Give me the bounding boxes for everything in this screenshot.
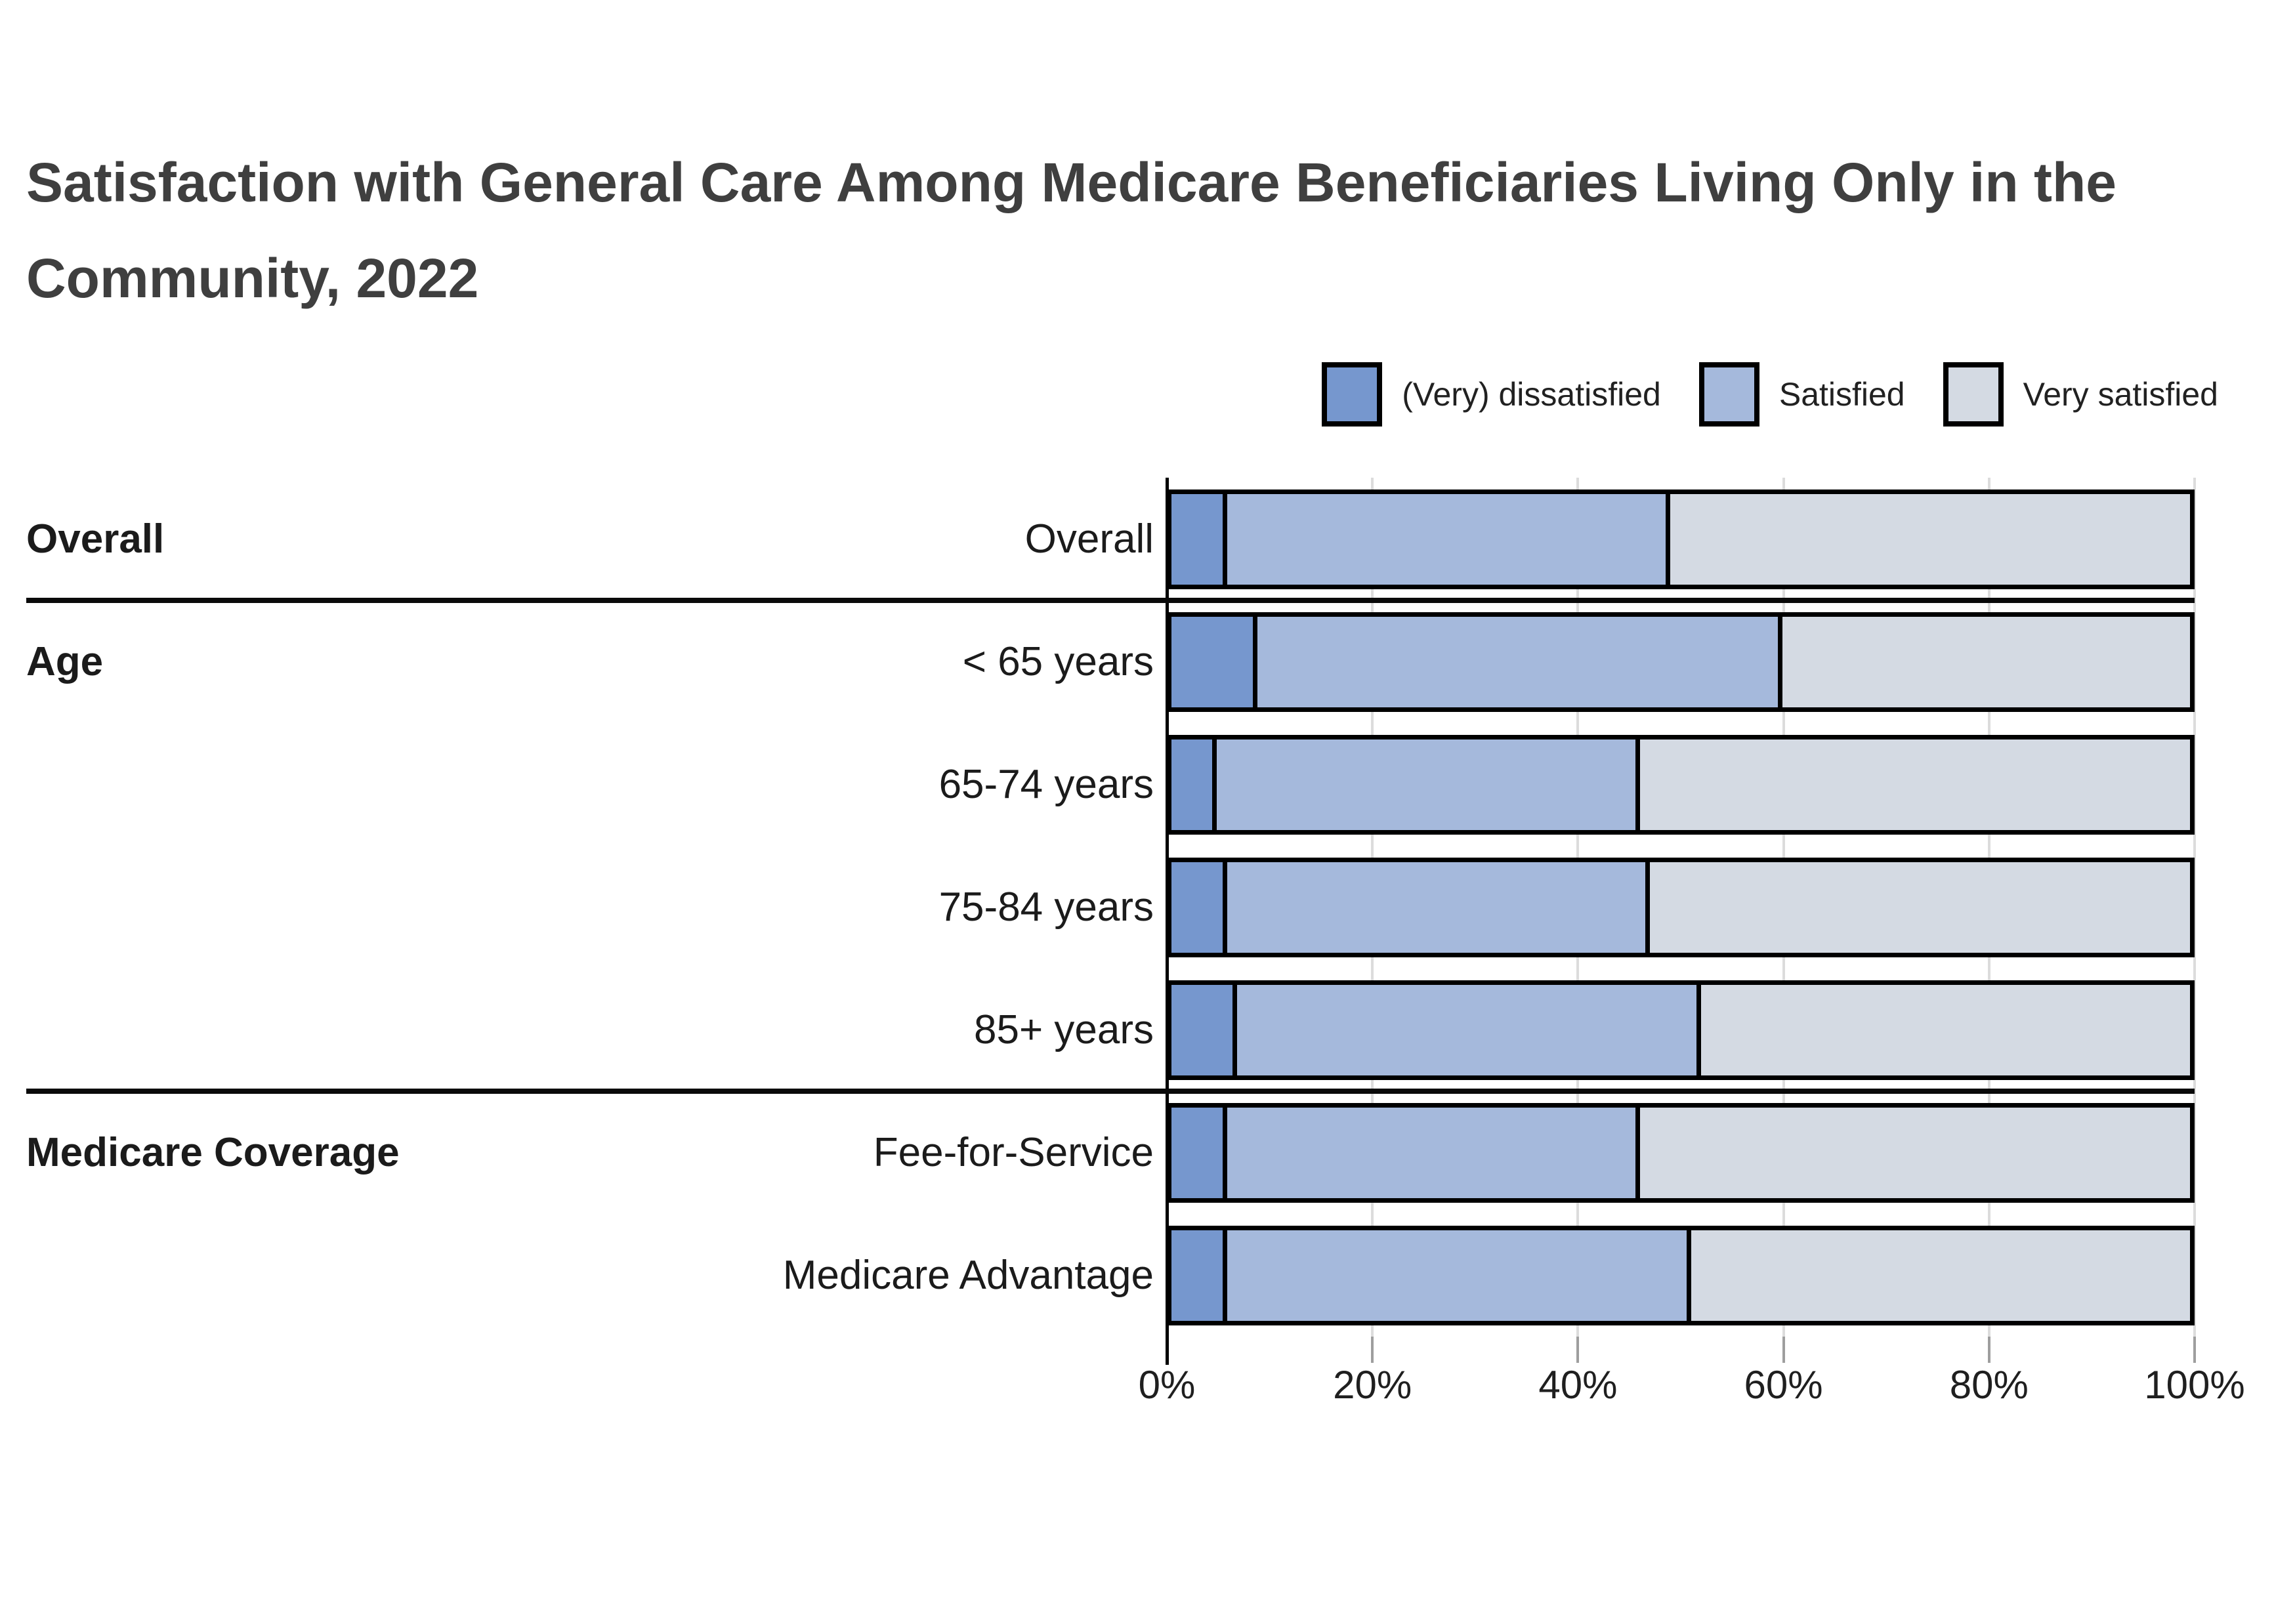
segment-very-satisfied [1691, 1230, 2190, 1321]
bar-row-85-years [1167, 980, 2195, 1080]
legend-swatch-satisfied [1698, 362, 1759, 427]
legend-label: Very satisfied [2023, 376, 2218, 413]
segment-very-dissatisfied [1171, 1230, 1223, 1321]
axis-tick-label-40: 40% [1538, 1363, 1618, 1407]
segment-very-satisfied [1670, 494, 2190, 585]
segment-very-satisfied [1639, 739, 2190, 830]
segment-satisfied [1212, 739, 1640, 830]
legend-item-very-dissatisfied: (Very) dissatisfied [1322, 362, 1661, 427]
segment-very-satisfied [1639, 1108, 2190, 1198]
bar-row-fee-for-service [1167, 1103, 2195, 1203]
segment-very-dissatisfied [1171, 739, 1213, 830]
group-label-medicare-coverage: Medicare Coverage [26, 1130, 400, 1175]
legend-swatch-very-dissatisfied [1322, 362, 1383, 427]
row-label-75-84-years: 75-84 years [938, 885, 1154, 930]
legend-swatch-very-satisfied [1943, 362, 2004, 427]
group-divider [26, 598, 2195, 603]
axis-tick-40 [1576, 1337, 1580, 1363]
segment-satisfied [1232, 985, 1702, 1075]
segment-very-dissatisfied [1171, 1108, 1223, 1198]
axis-tick-80 [1987, 1337, 1990, 1363]
axis-tick-label-80: 80% [1949, 1363, 2029, 1407]
axis-tick-60 [1782, 1337, 1785, 1363]
bar-row-75-84-years [1167, 858, 2195, 957]
segment-very-dissatisfied [1171, 862, 1223, 953]
segment-very-dissatisfied [1171, 494, 1223, 585]
axis-tick-100 [2193, 1337, 2196, 1363]
row-label-65-years: < 65 years [962, 639, 1154, 684]
legend-label: Satisfied [1779, 376, 1905, 413]
group-label-age: Age [26, 639, 104, 684]
row-label-overall: Overall [1024, 516, 1154, 562]
segment-very-satisfied [1701, 985, 2190, 1075]
axis-tick-label-0: 0% [1138, 1363, 1196, 1407]
bar-row-65-years [1167, 612, 2195, 712]
legend-label: (Very) dissatisfied [1402, 376, 1661, 413]
axis-tick-label-100: 100% [2144, 1363, 2245, 1407]
row-label-fee-for-service: Fee-for-Service [873, 1130, 1154, 1175]
segment-very-satisfied [1782, 617, 2190, 707]
bar-row-overall [1167, 489, 2195, 589]
gridline-100 [2193, 478, 2196, 1337]
segment-very-satisfied [1650, 862, 2190, 953]
segment-very-dissatisfied [1171, 985, 1233, 1075]
group-label-overall: Overall [26, 516, 165, 562]
axis-tick-label-20: 20% [1333, 1363, 1412, 1407]
legend-item-very-satisfied: Very satisfied [1943, 362, 2218, 427]
row-label-medicare-advantage: Medicare Advantage [782, 1253, 1154, 1298]
segment-satisfied [1222, 1230, 1691, 1321]
plot-area [1166, 478, 2196, 1365]
bar-row-medicare-advantage [1167, 1226, 2195, 1325]
axis-tick-label-60: 60% [1744, 1363, 1823, 1407]
segment-very-dissatisfied [1171, 617, 1253, 707]
legend: (Very) dissatisfied Satisfied Very satisfi… [1322, 362, 2218, 427]
row-label-65-74-years: 65-74 years [938, 762, 1154, 807]
group-divider [26, 1089, 2195, 1094]
segment-satisfied [1222, 862, 1651, 953]
bar-row-65-74-years [1167, 735, 2195, 835]
segment-satisfied [1222, 494, 1671, 585]
segment-satisfied [1222, 1108, 1640, 1198]
axis-tick-20 [1371, 1337, 1374, 1363]
legend-item-satisfied: Satisfied [1698, 362, 1905, 427]
chart-title: Satisfaction with General Care Among Med… [26, 152, 2117, 309]
row-label-85-years: 85+ years [973, 1007, 1154, 1052]
segment-satisfied [1253, 617, 1783, 707]
